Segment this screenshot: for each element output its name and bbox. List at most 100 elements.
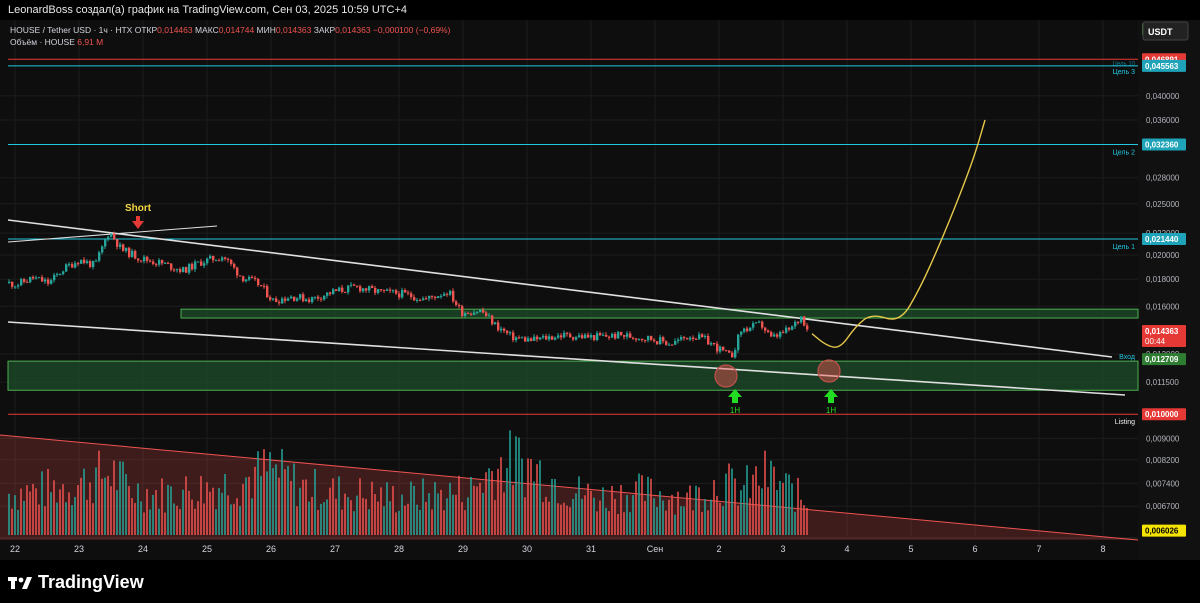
volume-bar xyxy=(320,503,322,535)
volume-bar xyxy=(419,509,421,535)
touch-circle[interactable] xyxy=(714,364,738,388)
support-zone[interactable] xyxy=(7,360,1139,391)
candle-body xyxy=(71,264,74,268)
candle-body xyxy=(59,273,62,275)
candle-body xyxy=(395,290,398,294)
candle-body xyxy=(50,280,53,284)
volume-bar xyxy=(230,504,232,535)
volume-bar xyxy=(221,492,223,535)
candle-body xyxy=(626,333,629,337)
price-label-box[interactable] xyxy=(1142,524,1186,537)
volume-bar xyxy=(116,490,118,535)
x-tick-label: 24 xyxy=(138,544,148,554)
candle-body xyxy=(293,296,296,301)
candle-body xyxy=(767,330,770,333)
candle-body xyxy=(23,279,26,282)
volume-bar xyxy=(779,481,781,535)
price-label-box[interactable] xyxy=(1142,138,1186,151)
volume-bar xyxy=(248,476,250,535)
upper-trendline[interactable] xyxy=(7,219,1113,358)
volume-bar xyxy=(728,463,730,535)
candle-body xyxy=(188,263,191,273)
volume-bar xyxy=(80,477,82,535)
price-label-box[interactable] xyxy=(1142,408,1186,421)
volume-bar xyxy=(470,476,472,535)
level-label: Цель 3 xyxy=(1113,69,1136,76)
volume-bar xyxy=(686,492,688,535)
candle-body xyxy=(716,343,719,352)
candle-body xyxy=(251,276,254,278)
price-label-box[interactable] xyxy=(1142,59,1186,72)
currency-button[interactable] xyxy=(1142,21,1189,41)
volume-bar xyxy=(788,474,790,535)
volume-bar xyxy=(593,497,595,535)
price-chart[interactable]: Цель 3 Цель 2 Цель 1 Listing Цель 10 Вход 1H 1H… xyxy=(0,20,1200,560)
volume-bar xyxy=(212,487,214,535)
candle-body xyxy=(35,277,38,279)
volume-bar xyxy=(65,502,67,535)
candle-body xyxy=(179,269,182,273)
price-label-box[interactable] xyxy=(1142,325,1186,348)
volume-bar xyxy=(722,506,724,535)
candle-body xyxy=(479,309,482,313)
volume-bar xyxy=(614,499,616,535)
header-title: LeonardBoss создал(а) график на TradingV… xyxy=(8,4,407,16)
candle-body xyxy=(320,298,323,300)
volume-bar xyxy=(386,482,388,535)
candle-body xyxy=(47,279,50,284)
volume-bar xyxy=(800,499,802,535)
volume-bar xyxy=(92,503,94,535)
volume-bar xyxy=(350,500,352,535)
candle-body xyxy=(722,346,725,351)
volume-bar xyxy=(563,502,565,535)
support-zone[interactable] xyxy=(180,308,1139,319)
candle-body xyxy=(569,333,572,338)
candle-body xyxy=(143,256,146,262)
projection-curve[interactable] xyxy=(811,119,986,348)
volume-bar xyxy=(59,489,61,535)
lower-trendline[interactable] xyxy=(7,321,1126,396)
price-label-box[interactable] xyxy=(1142,233,1186,246)
candle-body xyxy=(521,337,524,339)
volume-bar xyxy=(188,490,190,535)
candle-body xyxy=(302,294,305,302)
volume-bar xyxy=(416,504,418,535)
volume-bar xyxy=(413,485,415,535)
volume-bar xyxy=(587,483,589,535)
volume-bar xyxy=(95,467,97,535)
candle-body xyxy=(236,267,239,276)
volume-bar xyxy=(776,490,778,535)
x-tick-label: 23 xyxy=(74,544,84,554)
candle-body xyxy=(305,299,308,302)
volume-bar xyxy=(245,477,247,535)
volume-bar xyxy=(323,502,325,535)
price-axis[interactable] xyxy=(1138,20,1200,560)
candle-body xyxy=(794,321,797,327)
candle-body xyxy=(731,352,734,358)
candle-body xyxy=(68,264,71,266)
volume-bar xyxy=(206,482,208,535)
volume-bar xyxy=(503,492,505,535)
volume-bar xyxy=(644,501,646,535)
volume-bar xyxy=(539,460,541,535)
tradingview-logo[interactable]: TradingView xyxy=(8,572,144,593)
short-trendline[interactable] xyxy=(7,225,218,243)
volume-bar xyxy=(62,484,64,535)
volume-bar xyxy=(758,485,760,535)
candle-body xyxy=(368,286,371,291)
price-label-text: 0,014363 xyxy=(1145,327,1179,336)
volume-bar xyxy=(32,483,34,535)
volume-bar xyxy=(626,495,628,535)
price-label-box[interactable] xyxy=(1142,353,1186,366)
volume-bar xyxy=(476,486,478,535)
volume-bar xyxy=(278,477,280,535)
candle-body xyxy=(536,336,539,340)
candle-body xyxy=(686,338,689,340)
candle-body xyxy=(563,332,566,338)
chart-area[interactable]: Цель 3 Цель 2 Цель 1 Listing Цель 10 Вход 1H 1H… xyxy=(0,20,1200,560)
volume-bar xyxy=(746,465,748,535)
time-axis[interactable] xyxy=(0,538,1138,560)
touch-circle[interactable] xyxy=(817,359,841,383)
volume-bar xyxy=(566,505,568,535)
candle-body xyxy=(461,306,464,316)
